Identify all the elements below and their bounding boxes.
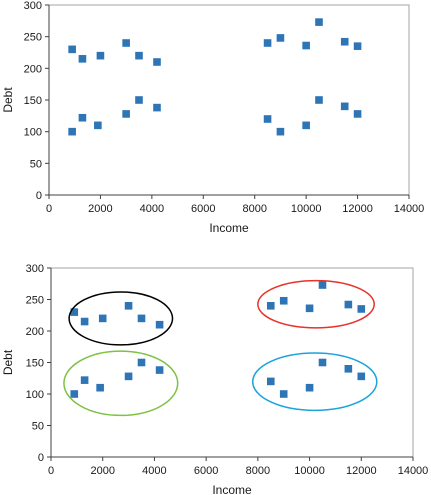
chart-1-data-point xyxy=(96,51,105,60)
chart-2-data-point xyxy=(124,372,133,381)
chart-2-y-axis-title: Debt xyxy=(1,349,15,375)
chart-1: 0 2000 4000 6000 8000 10000 12000 14000 0 50 100 15… xyxy=(1,0,424,235)
chart-2-data-point xyxy=(80,317,89,326)
chart-2-y-tick-label: 50 xyxy=(32,421,44,433)
chart-1-data-point xyxy=(302,41,310,50)
chart-2-y-tick-label: 300 xyxy=(26,263,44,275)
chart-2-y-tick-label: 150 xyxy=(26,358,44,370)
chart-2-y-tick-label: 250 xyxy=(26,295,44,307)
chart-2-x-axis-title: Income xyxy=(212,483,252,495)
chart-1-data-point xyxy=(302,121,310,130)
chart-1-data-point xyxy=(315,96,323,104)
chart-1-x-tick-label: 10000 xyxy=(291,203,322,215)
chart-1-y-tick-label: 200 xyxy=(24,63,42,75)
chart-1-data-point xyxy=(122,39,130,47)
chart-2-data-point xyxy=(70,390,79,398)
chart-1-x-tick-label: 4000 xyxy=(140,203,164,215)
chart-1-data-point xyxy=(263,115,272,123)
chart-2-data-point xyxy=(318,358,327,367)
chart-1-y-tick-label: 250 xyxy=(24,32,42,44)
chart-2-data-point xyxy=(357,305,366,313)
chart-2-data-point xyxy=(279,296,288,305)
chart-1-x-tick-label: 8000 xyxy=(242,203,266,215)
chart-1-y-tick-label: 100 xyxy=(24,127,42,139)
chart-1-y-tick-label: 0 xyxy=(36,190,42,202)
chart-2-x-tick-label: 6000 xyxy=(194,465,218,477)
chart-1-data-point xyxy=(68,127,76,136)
chart-2-y-tick-label: 200 xyxy=(26,326,44,338)
chart-1-data-point xyxy=(135,96,143,104)
chart-1-data-point xyxy=(78,113,87,122)
chart-1-data-point xyxy=(122,110,130,118)
chart-2-data-point xyxy=(124,302,133,310)
chart-1-data-point xyxy=(153,103,161,112)
chart-2-data-point xyxy=(318,281,327,289)
chart-2-x-tick-label: 4000 xyxy=(142,465,166,477)
chart-1-data-point xyxy=(340,37,349,46)
chart-1-data-point xyxy=(263,39,272,47)
chart-2-data-point xyxy=(96,383,104,392)
chart-1-data-point xyxy=(78,55,87,63)
chart-2: 0 2000 4000 6000 8000 10000 12000 14000 0 50 100 15… xyxy=(1,263,428,495)
chart-1-x-tick-label: 6000 xyxy=(191,203,215,215)
chart-2-data-point xyxy=(266,302,275,310)
chart-1-y-tick-label: 150 xyxy=(24,95,42,107)
chart-2-data-point xyxy=(70,308,79,316)
chart-1-data-point xyxy=(153,58,161,66)
chart-1-data-point xyxy=(68,45,76,54)
chart-2-data-point xyxy=(266,377,275,386)
chart-2-y-tick-label: 0 xyxy=(38,452,44,464)
chart-2-cluster-ellipse xyxy=(257,279,375,329)
chart-1-x-tick-label: 14000 xyxy=(394,203,425,215)
chart-1-data-point xyxy=(315,18,323,26)
chart-1-x-axis-title: Income xyxy=(209,221,249,235)
chart-2-x-tick-label: 8000 xyxy=(246,465,270,477)
chart-1-x-tick-label: 0 xyxy=(46,203,52,215)
chart-2-data-point xyxy=(137,358,146,367)
chart-2-data-point xyxy=(344,365,353,373)
chart-2-plot-area xyxy=(50,267,414,458)
chart-1-plot-area xyxy=(48,4,410,196)
chart-2-cluster-ellipse xyxy=(68,291,174,346)
chart-1-data-point xyxy=(353,110,362,118)
chart-2-data-point xyxy=(98,314,107,323)
chart-2-data-point xyxy=(279,390,288,398)
chart-2-data-point xyxy=(137,314,146,323)
chart-2-data-point xyxy=(305,383,314,392)
chart-1-y-axis-title: Debt xyxy=(1,87,15,113)
chart-1-data-point xyxy=(94,121,102,130)
chart-2-x-tick-label: 0 xyxy=(48,465,54,477)
chart-2-y-tick-label: 100 xyxy=(26,389,44,401)
chart-1-data-point xyxy=(276,34,285,42)
chart-2-data-point xyxy=(80,376,89,384)
chart-1-data-point xyxy=(135,51,143,60)
chart-2-x-tick-label: 14000 xyxy=(398,465,429,477)
chart-2-data-point xyxy=(155,366,164,374)
chart-1-data-point xyxy=(276,127,285,136)
chart-2-cluster-ellipse xyxy=(251,352,378,412)
chart-1-x-tick-label: 12000 xyxy=(342,203,373,215)
chart-2-x-tick-label: 12000 xyxy=(346,465,377,477)
chart-2-data-point xyxy=(155,320,164,329)
chart-2-cluster-ellipse xyxy=(63,350,179,417)
chart-1-data-point xyxy=(340,102,349,111)
chart-1-y-tick-label: 50 xyxy=(30,158,42,170)
chart-2-x-tick-label: 10000 xyxy=(294,465,325,477)
chart-2-data-point xyxy=(305,304,314,313)
chart-2-data-point xyxy=(344,300,353,309)
chart-1-data-point xyxy=(353,42,362,50)
chart-2-x-tick-label: 2000 xyxy=(90,465,114,477)
chart-2-data-point xyxy=(357,372,366,381)
chart-1-y-tick-label: 300 xyxy=(24,0,42,12)
chart-1-x-tick-label: 2000 xyxy=(88,203,112,215)
